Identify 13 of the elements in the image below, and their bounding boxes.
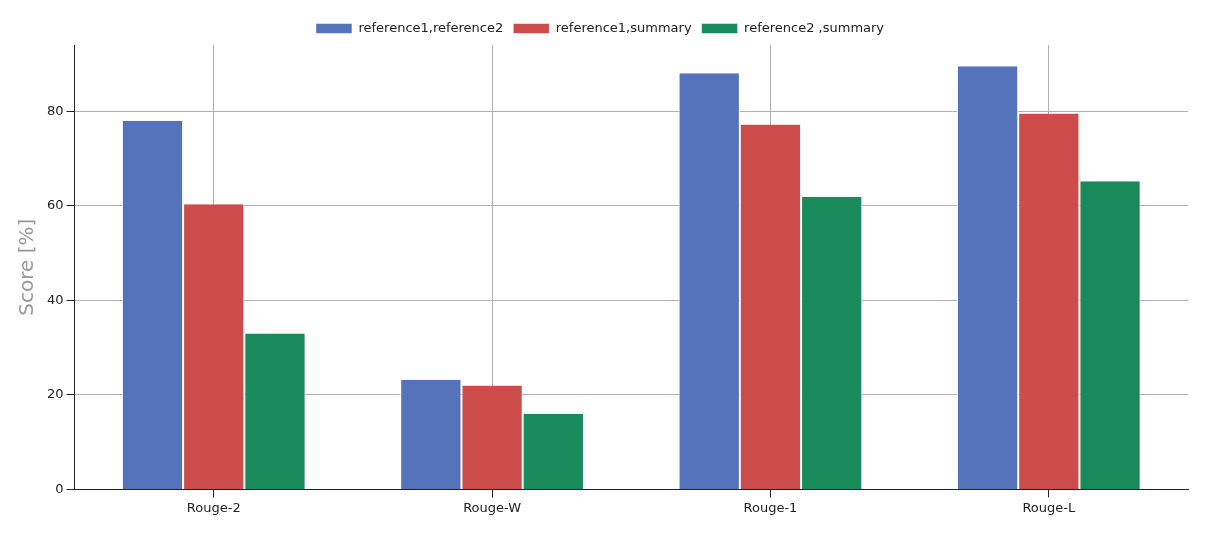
legend-label: reference1,reference2 [358,19,504,35]
y-tick-label: 60 [47,197,64,213]
y-tick-label: 20 [47,386,64,402]
legend-label: reference1,summary [555,19,692,35]
y-tick-label: 80 [47,102,64,118]
y-axis-title: Score [%] [14,218,39,316]
x-tick-label: Rouge-2 [186,499,241,515]
x-tick-label: Rouge-1 [743,499,798,515]
legend-label: reference2 ,summary [744,19,885,35]
x-tick-label: Rouge-L [1022,499,1076,515]
y-tick-label: 40 [47,291,64,307]
x-tick-label: Rouge-W [463,499,522,515]
y-tick-label: 0 [55,480,64,496]
